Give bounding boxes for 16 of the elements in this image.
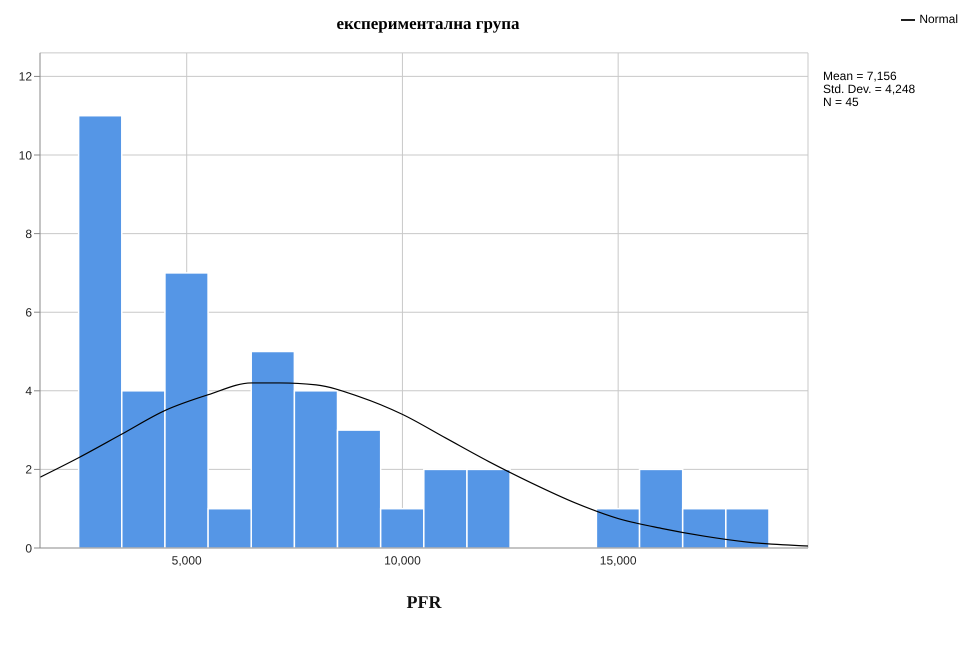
chart-title: експериментална група: [335, 14, 520, 34]
y-tick-label: 10: [18, 148, 32, 162]
y-tick-label: 12: [18, 70, 32, 84]
y-tick-label: 2: [25, 462, 32, 477]
text: Std. Dev. = 4,248: [823, 82, 916, 96]
x-tick-label: 5,000: [172, 554, 202, 568]
x-axis-title: PFR: [406, 592, 442, 612]
y-tick-label: 6: [25, 305, 32, 320]
y-tick-label: 4: [25, 384, 32, 398]
legend-label: Normal: [919, 12, 958, 26]
text: N = 45: [823, 95, 860, 109]
y-tick-label: 8: [25, 226, 32, 241]
x-tick-label: 10,000: [384, 554, 422, 568]
x-tick-label: 15,000: [600, 554, 637, 568]
text: Mean = 7,156: [823, 69, 898, 83]
y-tick-label: 0: [25, 541, 32, 556]
